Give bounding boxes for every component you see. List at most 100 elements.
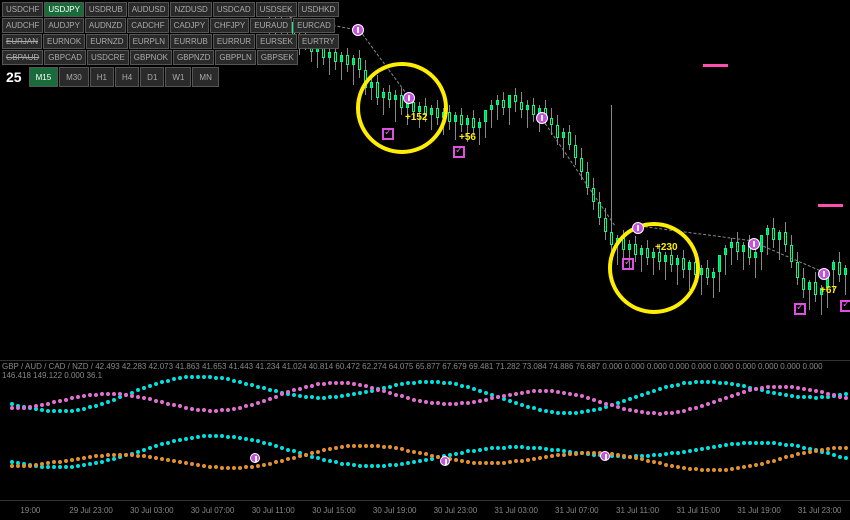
oscillator-dot xyxy=(64,459,68,463)
oscillator-dot xyxy=(334,460,338,464)
oscillator-dot xyxy=(412,450,416,454)
timeframe-row: 25 M15M30H1H4D1W1MN xyxy=(2,67,339,87)
oscillator-dot xyxy=(706,468,710,472)
symbol-usdchf[interactable]: USDCHF xyxy=(2,2,43,17)
oscillator-dot xyxy=(100,454,104,458)
oscillator-dot xyxy=(688,381,692,385)
oscillator-dot xyxy=(712,400,716,404)
oscillator-dot xyxy=(550,454,554,458)
oscillator-dot xyxy=(10,406,14,410)
oscillator-dot xyxy=(778,392,782,396)
check-marker xyxy=(453,146,465,158)
symbol-gbpaud[interactable]: GBPAUD xyxy=(2,50,43,65)
oscillator-dot xyxy=(154,456,158,460)
symbol-audnzd[interactable]: AUDNZD xyxy=(85,18,126,33)
oscillator-dot xyxy=(238,406,242,410)
tf-mn[interactable]: MN xyxy=(192,67,218,87)
oscillator-dot xyxy=(508,399,512,403)
symbol-eurrur[interactable]: EURRUR xyxy=(213,34,255,49)
symbol-usdrub[interactable]: USDRUB xyxy=(85,2,127,17)
oscillator-dot xyxy=(592,408,596,412)
symbol-eurjan[interactable]: EURJAN xyxy=(2,34,42,49)
symbol-audusd[interactable]: AUDUSD xyxy=(128,2,170,17)
oscillator-dot xyxy=(394,446,398,450)
symbol-audjpy[interactable]: AUDJPY xyxy=(44,18,84,33)
symbol-usdcad[interactable]: USDCAD xyxy=(213,2,255,17)
tf-d1[interactable]: D1 xyxy=(140,67,164,87)
oscillator-dot xyxy=(358,464,362,468)
oscillator-dot xyxy=(610,403,614,407)
oscillator-dot xyxy=(790,394,794,398)
oscillator-dot xyxy=(136,454,140,458)
oscillator-dot xyxy=(328,395,332,399)
symbol-nzdusd[interactable]: NZDUSD xyxy=(170,2,211,17)
symbol-cadjpy[interactable]: CADJPY xyxy=(170,18,210,33)
oscillator-dot xyxy=(712,468,716,472)
symbol-gbpnzd[interactable]: GBPNZD xyxy=(173,50,214,65)
oscillator-dot xyxy=(286,457,290,461)
symbol-audchf[interactable]: AUDCHF xyxy=(2,18,43,33)
oscillator-dot xyxy=(652,411,656,415)
oscillator-dot xyxy=(700,468,704,472)
symbol-gbpnok[interactable]: GBPNOK xyxy=(130,50,172,65)
oscillator-dot xyxy=(82,394,86,398)
oscillator-dot xyxy=(784,393,788,397)
oscillator-dot xyxy=(70,458,74,462)
check-marker xyxy=(382,128,394,140)
symbol-gbppln[interactable]: GBPPLN xyxy=(215,50,255,65)
oscillator-dot xyxy=(322,448,326,452)
symbol-gbpsek[interactable]: GBPSEK xyxy=(257,50,298,65)
oscillator-dot xyxy=(580,451,584,455)
symbol-usdhkd[interactable]: USDHKD xyxy=(298,2,340,17)
oscillator-dot xyxy=(106,458,110,462)
symbol-eurrub[interactable]: EURRUB xyxy=(170,34,212,49)
oscillator-dot xyxy=(16,464,20,468)
symbol-eursek[interactable]: EURSEK xyxy=(256,34,297,49)
oscillator-dot xyxy=(208,465,212,469)
symbol-eurtry[interactable]: EURTRY xyxy=(298,34,339,49)
tf-m30[interactable]: M30 xyxy=(59,67,89,87)
oscillator-dot xyxy=(430,454,434,458)
symbol-chfjpy[interactable]: CHFJPY xyxy=(210,18,249,33)
tf-h4[interactable]: H4 xyxy=(115,67,139,87)
oscillator-dot xyxy=(172,403,176,407)
oscillator-dot xyxy=(706,402,710,406)
oscillator-dot xyxy=(244,437,248,441)
oscillator-dot xyxy=(658,387,662,391)
level-bar xyxy=(703,64,728,67)
oscillator-dot xyxy=(232,407,236,411)
oscillator-dot xyxy=(472,400,476,404)
oscillator-dot xyxy=(400,382,404,386)
oscillator-dot xyxy=(256,439,260,443)
symbol-eurpln[interactable]: EURPLN xyxy=(129,34,169,49)
oscillator-dot xyxy=(274,389,278,393)
symbol-eurcad[interactable]: EURCAD xyxy=(293,18,335,33)
oscillator-dot xyxy=(520,391,524,395)
oscillator-dot xyxy=(112,457,116,461)
symbol-eurnzd[interactable]: EURNZD xyxy=(86,34,127,49)
oscillator-dot xyxy=(46,409,50,413)
oscillator-dot xyxy=(124,393,128,397)
oscillator-dot xyxy=(778,385,782,389)
symbol-usdsek[interactable]: USDSEK xyxy=(256,2,297,17)
oscillator-dot xyxy=(640,410,644,414)
oscillator-dot xyxy=(790,443,794,447)
symbol-usdcre[interactable]: USDCRE xyxy=(87,50,129,65)
symbol-usdjpy[interactable]: USDJPY xyxy=(44,2,84,17)
symbol-cadchf[interactable]: CADCHF xyxy=(127,18,168,33)
tf-h1[interactable]: H1 xyxy=(90,67,114,87)
oscillator-dot xyxy=(256,464,260,468)
oscillator-dot xyxy=(394,383,398,387)
oscillator-dot xyxy=(736,383,740,387)
oscillator-dot xyxy=(28,464,32,468)
tf-w1[interactable]: W1 xyxy=(165,67,191,87)
symbol-eurnok[interactable]: EURNOK xyxy=(43,34,85,49)
symbol-gbpcad[interactable]: GBPCAD xyxy=(44,50,86,65)
oscillator-dot xyxy=(106,392,110,396)
symbol-euraud[interactable]: EURAUD xyxy=(250,18,292,33)
oscillator-dot xyxy=(844,456,848,460)
oscillator-dot xyxy=(184,406,188,410)
tf-m15[interactable]: M15 xyxy=(29,67,59,87)
oscillator-dot xyxy=(166,441,170,445)
oscillator-dot xyxy=(130,453,134,457)
